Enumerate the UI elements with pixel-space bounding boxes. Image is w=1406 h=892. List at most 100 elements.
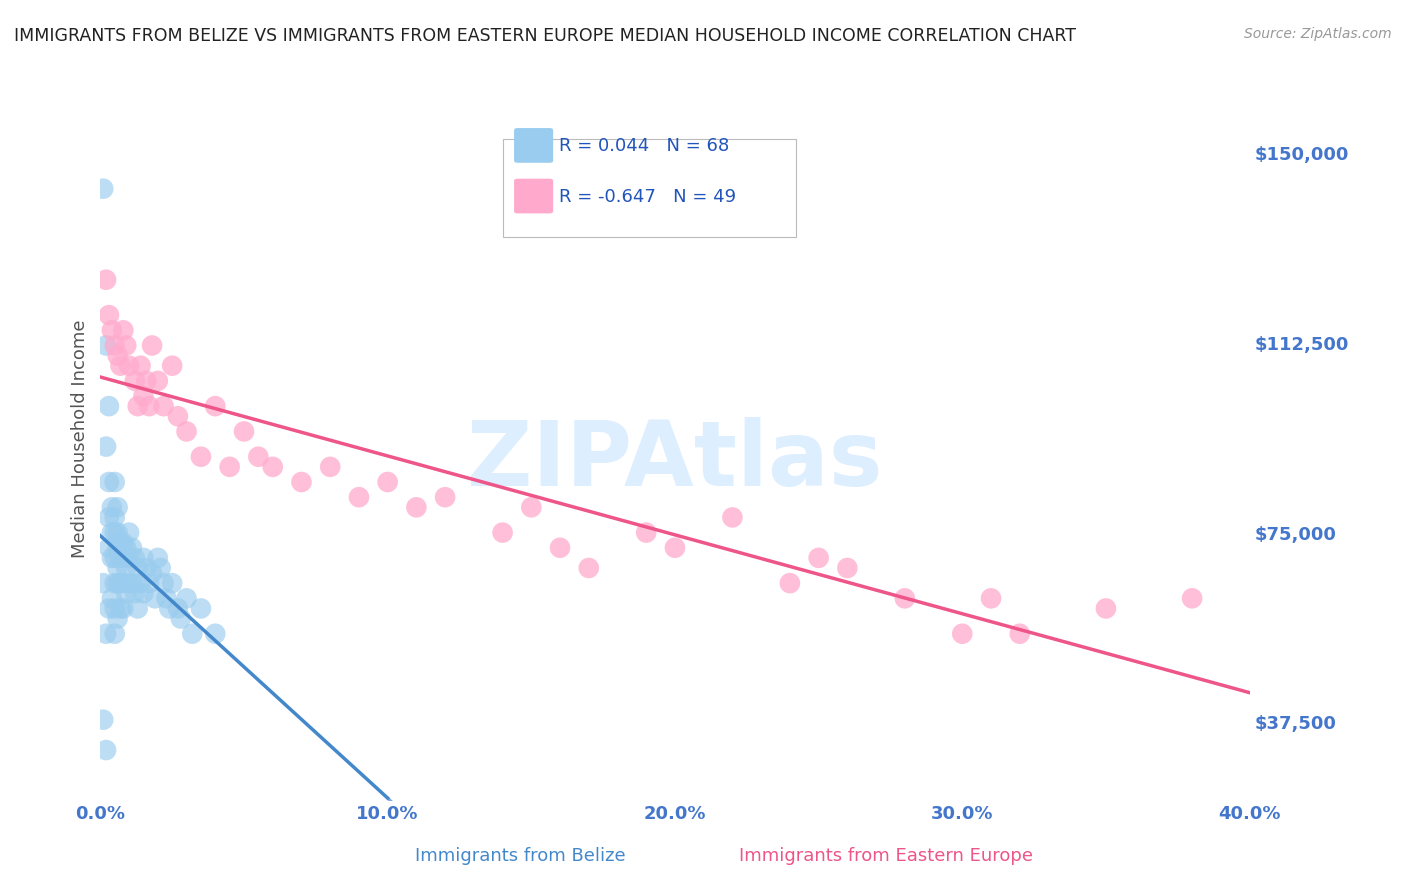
Point (104, 525, 127, 540)
Point (664, 541, 686, 555)
Point (121, 541, 143, 555)
Point (107, 500, 129, 515)
Point (129, 359, 152, 373)
FancyBboxPatch shape (502, 139, 796, 236)
Point (132, 550, 155, 565)
Point (290, 475, 312, 489)
Text: ZIPAtlas: ZIPAtlas (467, 417, 883, 505)
Text: Immigrants from Eastern Europe: Immigrants from Eastern Europe (738, 847, 1033, 865)
Point (160, 359, 183, 373)
Point (247, 450, 270, 464)
Point (146, 374, 169, 388)
Point (104, 475, 127, 489)
Point (107, 561, 129, 575)
Point (894, 591, 917, 606)
Point (167, 601, 190, 615)
Text: R = -0.647   N = 49: R = -0.647 N = 49 (560, 187, 735, 206)
Point (98, 510, 121, 524)
Point (491, 525, 513, 540)
Point (121, 576, 143, 591)
Point (118, 359, 141, 373)
Point (157, 601, 180, 615)
Point (204, 626, 226, 640)
Point (218, 459, 240, 474)
Point (578, 561, 600, 575)
Point (135, 561, 157, 575)
Point (721, 510, 744, 524)
Point (107, 349, 129, 363)
Point (115, 541, 138, 555)
Point (118, 576, 141, 591)
Point (347, 490, 370, 504)
Point (233, 425, 256, 439)
Point (110, 601, 132, 615)
Point (94, 338, 117, 352)
Point (104, 601, 127, 615)
Point (118, 550, 141, 565)
Point (143, 591, 166, 606)
Point (112, 323, 135, 337)
Point (110, 359, 132, 373)
Point (107, 611, 129, 625)
Point (138, 399, 160, 413)
Point (146, 550, 169, 565)
Point (129, 576, 152, 591)
Point (190, 601, 212, 615)
Text: Source: ZipAtlas.com: Source: ZipAtlas.com (1244, 27, 1392, 41)
Point (190, 450, 212, 464)
Point (115, 561, 138, 575)
Point (132, 586, 155, 600)
FancyBboxPatch shape (515, 178, 553, 213)
Point (110, 535, 132, 549)
Point (319, 459, 342, 474)
Point (138, 576, 160, 591)
Point (110, 576, 132, 591)
Point (149, 561, 172, 575)
Point (170, 611, 193, 625)
Point (91, 576, 114, 591)
Point (94, 440, 117, 454)
Point (155, 591, 177, 606)
Point (1181, 591, 1204, 606)
Point (176, 591, 198, 606)
Point (110, 550, 132, 565)
Point (107, 525, 129, 540)
Point (779, 576, 801, 591)
Point (980, 591, 1002, 606)
Point (152, 576, 174, 591)
Point (98, 601, 121, 615)
Point (124, 550, 146, 565)
Y-axis label: Median Household Income: Median Household Income (72, 319, 89, 558)
Point (141, 338, 163, 352)
Point (118, 525, 141, 540)
Point (141, 566, 163, 580)
Point (548, 541, 571, 555)
Point (101, 525, 124, 540)
Point (101, 591, 124, 606)
Text: IMMIGRANTS FROM BELIZE VS IMMIGRANTS FROM EASTERN EUROPE MEDIAN HOUSEHOLD INCOME: IMMIGRANTS FROM BELIZE VS IMMIGRANTS FRO… (14, 27, 1076, 45)
Point (837, 561, 859, 575)
Point (135, 374, 157, 388)
Point (520, 500, 543, 515)
Point (104, 550, 127, 565)
Point (112, 550, 135, 565)
FancyBboxPatch shape (515, 128, 553, 162)
Point (101, 550, 124, 565)
Point (950, 626, 973, 640)
Point (124, 374, 146, 388)
Point (127, 601, 149, 615)
Point (167, 409, 190, 424)
Point (1008, 626, 1031, 640)
Point (181, 626, 204, 640)
Point (91, 182, 114, 196)
Text: R = 0.044   N = 68: R = 0.044 N = 68 (560, 137, 730, 155)
Point (112, 601, 135, 615)
Point (112, 535, 135, 549)
Point (104, 576, 127, 591)
Point (160, 576, 183, 591)
Point (132, 389, 155, 403)
Point (104, 626, 127, 640)
Point (94, 743, 117, 757)
Point (94, 273, 117, 287)
Point (176, 425, 198, 439)
